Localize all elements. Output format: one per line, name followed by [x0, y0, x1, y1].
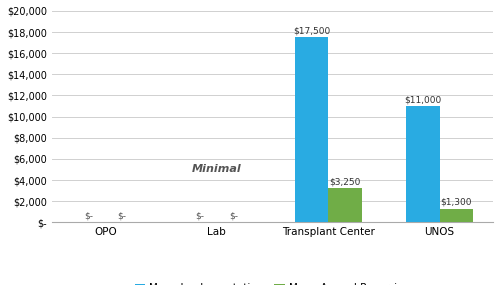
Bar: [328, 188, 362, 222]
Text: Minimal: Minimal: [192, 164, 242, 174]
Legend: Mean Implementation, Mean Annual Recurring: Mean Implementation, Mean Annual Recurri…: [130, 279, 414, 285]
Text: $-: $-: [118, 212, 126, 221]
Text: $-: $-: [196, 212, 204, 221]
Text: $11,000: $11,000: [404, 95, 442, 105]
Bar: [294, 37, 328, 222]
Text: $-: $-: [229, 212, 238, 221]
Bar: [406, 106, 440, 222]
Bar: [440, 209, 473, 222]
Text: $17,500: $17,500: [293, 27, 330, 36]
Text: $-: $-: [84, 212, 93, 221]
Text: $1,300: $1,300: [440, 198, 472, 207]
Text: $3,250: $3,250: [329, 177, 360, 186]
